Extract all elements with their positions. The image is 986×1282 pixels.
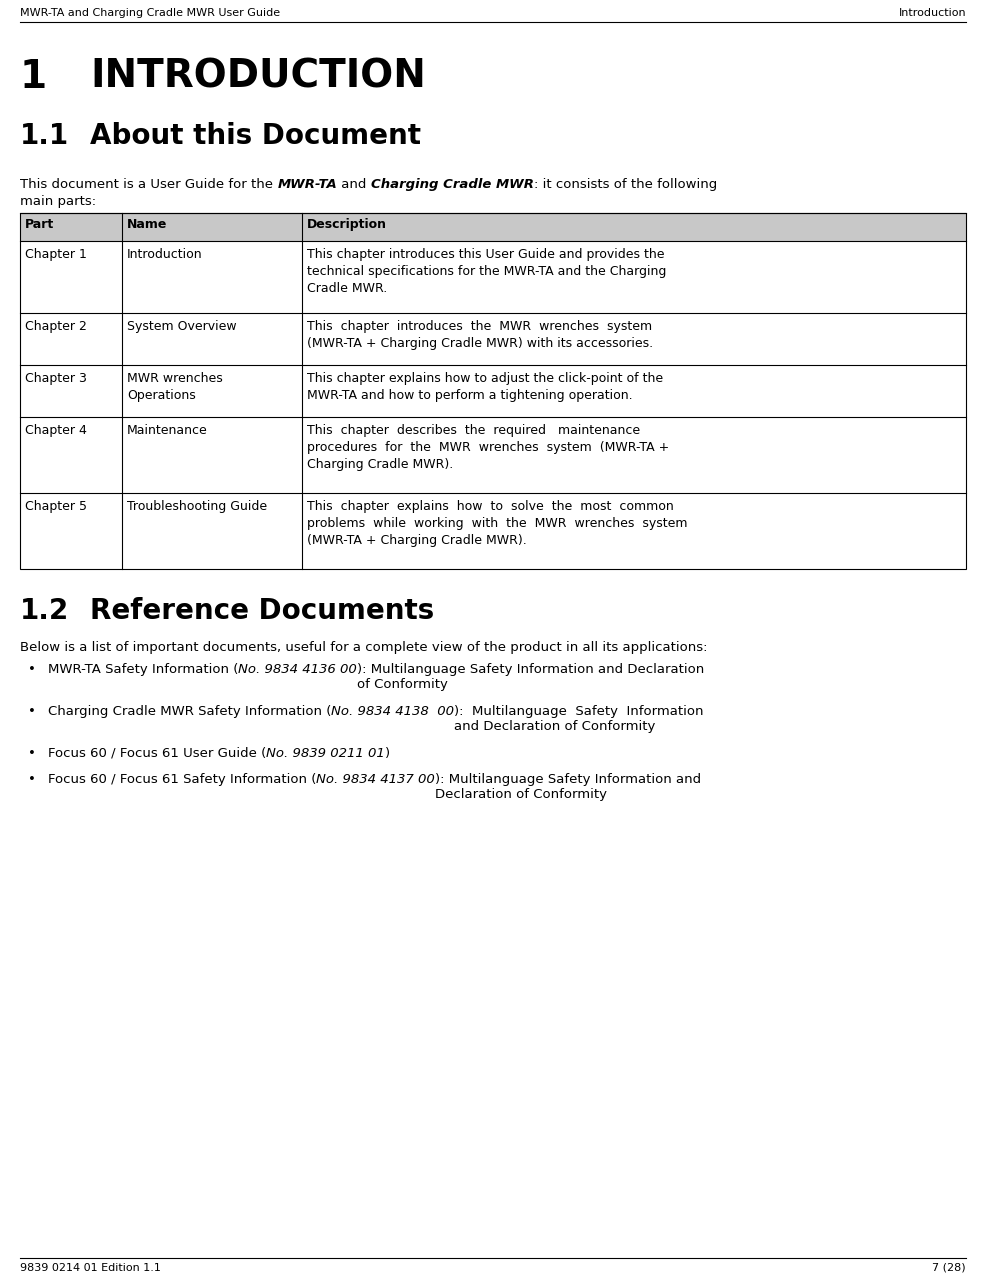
- Text: This document is a User Guide for the: This document is a User Guide for the: [20, 178, 277, 191]
- Text: This  chapter  introduces  the  MWR  wrenches  system
(MWR-TA + Charging Cradle : This chapter introduces the MWR wrenches…: [307, 320, 653, 350]
- Bar: [20, 417, 966, 494]
- Text: MWR-TA: MWR-TA: [277, 178, 337, 191]
- Text: Name: Name: [127, 218, 168, 231]
- Text: INTRODUCTION: INTRODUCTION: [90, 58, 426, 96]
- Text: Chapter 5: Chapter 5: [25, 500, 87, 513]
- Bar: [20, 213, 966, 241]
- Text: and: and: [337, 178, 371, 191]
- Text: : it consists of the following: : it consists of the following: [533, 178, 717, 191]
- Text: System Overview: System Overview: [127, 320, 237, 333]
- Bar: [20, 241, 966, 313]
- Text: Troubleshooting Guide: Troubleshooting Guide: [127, 500, 267, 513]
- Text: No. 9834 4136 00: No. 9834 4136 00: [239, 663, 357, 676]
- Text: This  chapter  explains  how  to  solve  the  most  common
problems  while  work: This chapter explains how to solve the m…: [307, 500, 687, 547]
- Text: •: •: [28, 747, 35, 760]
- Text: 1: 1: [20, 58, 47, 96]
- Text: Description: Description: [307, 218, 387, 231]
- Text: This chapter explains how to adjust the click-point of the
MWR-TA and how to per: This chapter explains how to adjust the …: [307, 372, 664, 403]
- Text: This  chapter  describes  the  required   maintenance
procedures  for  the  MWR : This chapter describes the required main…: [307, 424, 669, 470]
- Text: About this Document: About this Document: [90, 122, 421, 150]
- Text: Part: Part: [25, 218, 54, 231]
- Bar: [20, 494, 966, 569]
- Text: No. 9839 0211 01: No. 9839 0211 01: [266, 747, 385, 760]
- Text: This chapter introduces this User Guide and provides the
technical specification: This chapter introduces this User Guide …: [307, 247, 667, 295]
- Text: No. 9834 4138  00: No. 9834 4138 00: [331, 705, 455, 718]
- Text: 1.1: 1.1: [20, 122, 69, 150]
- Text: main parts:: main parts:: [20, 195, 96, 208]
- Text: Chapter 3: Chapter 3: [25, 372, 87, 385]
- Text: •: •: [28, 663, 35, 676]
- Text: ): ): [385, 747, 390, 760]
- Text: Maintenance: Maintenance: [127, 424, 208, 437]
- Text: MWR wrenches
Operations: MWR wrenches Operations: [127, 372, 223, 403]
- Text: Introduction: Introduction: [127, 247, 203, 262]
- Text: Introduction: Introduction: [898, 8, 966, 18]
- Text: Reference Documents: Reference Documents: [90, 597, 434, 626]
- Text: Charging Cradle MWR Safety Information (: Charging Cradle MWR Safety Information (: [48, 705, 331, 718]
- Text: ):  Multilanguage  Safety  Information
and Declaration of Conformity: ): Multilanguage Safety Information and …: [455, 705, 704, 733]
- Text: MWR-TA Safety Information (: MWR-TA Safety Information (: [48, 663, 239, 676]
- Text: 1.2: 1.2: [20, 597, 69, 626]
- Text: 9839 0214 01 Edition 1.1: 9839 0214 01 Edition 1.1: [20, 1263, 161, 1273]
- Text: 7 (28): 7 (28): [933, 1263, 966, 1273]
- Text: Chapter 4: Chapter 4: [25, 424, 87, 437]
- Text: Focus 60 / Focus 61 User Guide (: Focus 60 / Focus 61 User Guide (: [48, 747, 266, 760]
- Text: Charging Cradle MWR: Charging Cradle MWR: [371, 178, 533, 191]
- Text: ): Multilanguage Safety Information and Declaration
of Conformity: ): Multilanguage Safety Information and …: [357, 663, 704, 691]
- Text: MWR-TA and Charging Cradle MWR User Guide: MWR-TA and Charging Cradle MWR User Guid…: [20, 8, 280, 18]
- Text: Chapter 2: Chapter 2: [25, 320, 87, 333]
- Bar: [20, 365, 966, 417]
- Text: Below is a list of important documents, useful for a complete view of the produc: Below is a list of important documents, …: [20, 641, 708, 654]
- Text: •: •: [28, 773, 35, 786]
- Text: •: •: [28, 705, 35, 718]
- Text: ): Multilanguage Safety Information and
Declaration of Conformity: ): Multilanguage Safety Information and …: [435, 773, 701, 801]
- Text: Focus 60 / Focus 61 Safety Information (: Focus 60 / Focus 61 Safety Information (: [48, 773, 317, 786]
- Text: No. 9834 4137 00: No. 9834 4137 00: [317, 773, 435, 786]
- Text: Chapter 1: Chapter 1: [25, 247, 87, 262]
- Bar: [20, 213, 966, 569]
- Bar: [20, 313, 966, 365]
